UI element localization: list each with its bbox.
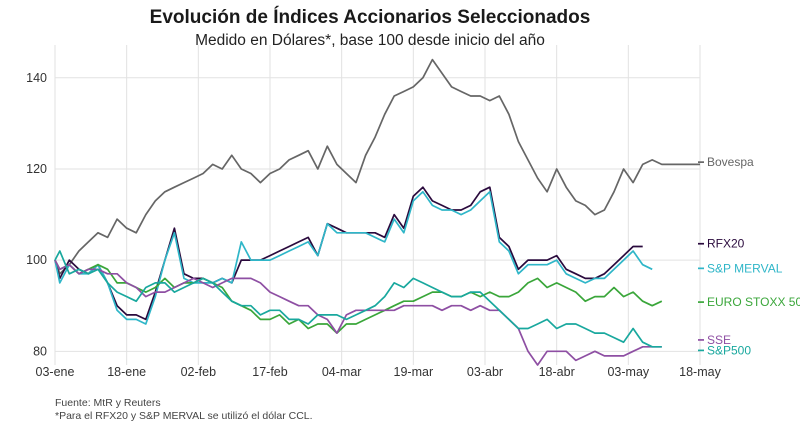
- series-line-s-p500: [54, 250, 662, 348]
- footer-source: Fuente: MtR y Reuters: [55, 397, 161, 409]
- series-label: Bovespa: [707, 155, 754, 169]
- series-label: EURO STOXX 50: [707, 295, 800, 309]
- series-label: S&P MERVAL: [707, 261, 783, 275]
- x-axis-ticks: 03-ene 18-ene 02-feb 17-feb 04-mar 19-mar 03-a…: [36, 365, 722, 379]
- series-line-euro-stoxx-50: [54, 259, 663, 334]
- series-label: RFX20: [707, 237, 745, 251]
- x-tick-label: 18-ene: [107, 365, 146, 379]
- series-lines: [54, 58, 700, 366]
- series-label: SSE: [707, 333, 731, 347]
- chart-subtitle: Medido en Dólares*, base 100 desde inici…: [195, 32, 545, 49]
- series-labels: Bovespa RFX20 S&P MERVAL EURO STOXX 50 SSES&…: [698, 155, 800, 357]
- series-line-rfx20: [54, 186, 643, 321]
- series-label: S&P500: [707, 343, 751, 357]
- series-line-sse: [54, 259, 662, 366]
- y-tick-label: 120: [26, 162, 47, 176]
- series-line-s-p-merval: [54, 190, 653, 325]
- x-tick-label: 17-feb: [252, 365, 287, 379]
- chart-title: Evolución de Índices Accionarios Selecci…: [149, 7, 591, 28]
- x-tick-label: 03-ene: [36, 365, 75, 379]
- x-tick-label: 19-mar: [394, 365, 434, 379]
- chart-footer: Fuente: MtR y Reuters *Para el RFX20 y S…: [55, 397, 313, 423]
- x-tick-label: 03-abr: [467, 365, 503, 379]
- footer-note: *Para el RFX20 y S&P MERVAL se utilizó e…: [55, 410, 313, 422]
- x-tick-label: 02-feb: [181, 365, 216, 379]
- x-tick-label: 04-mar: [322, 365, 362, 379]
- x-tick-label: 18-may: [679, 365, 721, 379]
- x-tick-label: 18-abr: [539, 365, 575, 379]
- y-tick-label: 140: [26, 71, 47, 85]
- y-axis-ticks: 80 100 120 140: [26, 71, 47, 359]
- y-tick-label: 100: [26, 253, 47, 267]
- series-line-bovespa: [54, 58, 700, 275]
- y-tick-label: 80: [33, 344, 47, 358]
- x-tick-label: 03-may: [607, 365, 649, 379]
